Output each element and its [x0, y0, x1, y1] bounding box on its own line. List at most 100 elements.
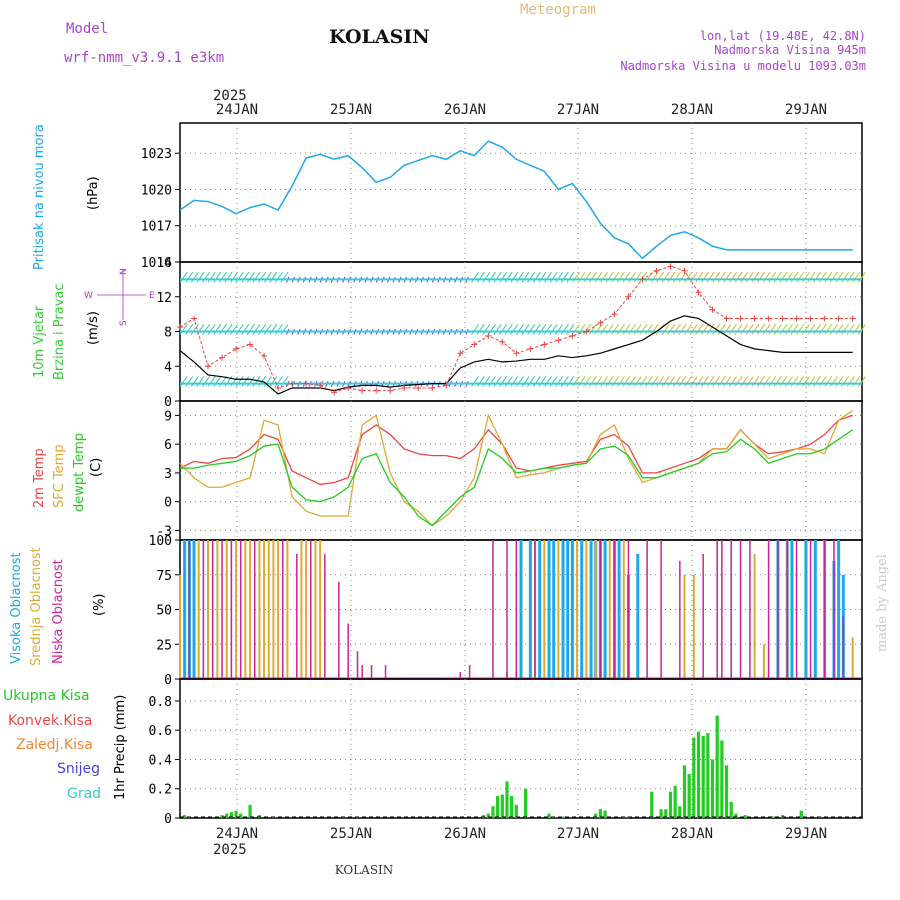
wind-arrow: [521, 376, 530, 387]
wind-arrow: [555, 376, 564, 387]
mid-cloud-bar: [692, 574, 695, 679]
mid-cloud-bar: [300, 540, 303, 679]
mid-cloud-bar: [216, 540, 219, 679]
y-tick-label: 6: [164, 438, 172, 453]
wind-arrow: [616, 324, 625, 335]
mid-cloud-bar: [305, 540, 308, 679]
wind-arrow: [818, 271, 827, 283]
compass-n: N: [119, 268, 129, 275]
high-cloud-bar: [837, 540, 841, 679]
cloud-unit: (%): [92, 594, 107, 617]
y-tick-label: 9: [164, 409, 172, 424]
wind-arrow: [695, 324, 704, 335]
wind-gust-marker: [541, 341, 548, 348]
mid-cloud-bar: [277, 540, 280, 679]
precip-bar: [505, 781, 509, 818]
wind-arrow: [218, 376, 227, 387]
wind-arrow: [751, 324, 760, 335]
mid-cloud-bar: [608, 540, 611, 679]
wind-arrow: [600, 271, 609, 283]
wind-arrow: [628, 324, 637, 335]
wind-arrow: [235, 376, 244, 387]
temp-title: 2m Temp: [32, 448, 47, 508]
wind-gust-marker: [681, 267, 688, 274]
wind-arrow: [493, 271, 502, 283]
low-cloud-bar: [221, 540, 223, 679]
wind-gust-marker: [653, 267, 660, 274]
wind-arrow: [538, 376, 547, 387]
wind-arrow: [745, 324, 754, 335]
precip-bar: [486, 813, 490, 818]
wind-gust-line: [179, 265, 853, 393]
precip-bar: [743, 815, 747, 818]
wind-arrow: [756, 324, 765, 335]
wind-arrow: [504, 324, 513, 335]
wind-arrow: [241, 271, 250, 283]
wind-arrow: [538, 271, 547, 283]
wind-arrow: [605, 271, 614, 283]
wind-arrow: [600, 324, 609, 335]
wind-arrow: [672, 324, 681, 335]
low-cloud-bar: [253, 540, 256, 679]
wind-arrow: [818, 324, 827, 335]
wind-arrow: [179, 271, 188, 283]
wind-arrow: [213, 271, 222, 283]
pressure-panel: 1023 1020 1017 1014: [141, 122, 863, 271]
wind-arrow: [852, 271, 861, 283]
low-cloud-bar: [599, 540, 602, 679]
mid-cloud-bar: [585, 540, 588, 679]
panel-frame: [179, 678, 863, 819]
wind-gust-marker: [247, 341, 254, 348]
wind-arrow: [566, 376, 575, 387]
wind-arrow: [807, 376, 816, 387]
bottom-day-label: 29JAN: [785, 826, 827, 842]
wind-gust-marker: [737, 315, 744, 322]
wind-arrow: [493, 324, 502, 335]
wind-arrow: [835, 324, 844, 335]
wind-arrow: [846, 324, 855, 335]
wind-arrow: [515, 271, 524, 283]
wind-arrow: [499, 324, 508, 335]
wind-arrow: [504, 271, 513, 283]
wind-gust-marker: [555, 337, 562, 344]
wind-arrow: [269, 271, 278, 283]
wind-gust-marker: [723, 315, 730, 322]
lonlat-label: lon,lat (19.48E, 42.8N): [700, 29, 866, 43]
mid-cloud-bar: [235, 540, 238, 679]
wind-arrow: [695, 271, 704, 283]
low-cloud-bar: [842, 616, 845, 679]
panel-frame: [179, 122, 863, 263]
precip-bar: [771, 816, 775, 818]
top-day-labels: 24JAN 25JAN 26JAN 27JAN 28JAN 29JAN: [216, 102, 827, 118]
precip-bar: [491, 806, 495, 818]
wind-arrow: [577, 324, 586, 335]
wind-gust-marker: [359, 387, 366, 394]
wind-arrow: [678, 376, 687, 387]
wind-gust-marker: [289, 380, 296, 387]
wind-arrow: [751, 376, 760, 387]
wind-gust-marker: [471, 341, 478, 348]
mid-cloud-bar: [197, 540, 200, 679]
mid-cloud-bar: [258, 540, 261, 679]
wind-arrow: [196, 376, 205, 387]
wind-arrow: [487, 376, 496, 387]
low-cloud-bar: [282, 540, 284, 679]
mid-cloud-bar: [286, 540, 289, 679]
wind-arrow: [779, 271, 788, 283]
top-day-label: 29JAN: [785, 102, 827, 118]
high-cloud-bar: [804, 540, 808, 679]
wind-gust-marker: [485, 332, 492, 339]
high-cloud-bar: [547, 540, 551, 679]
cloud-panel: 100 75 50 25 0: [149, 534, 863, 688]
high-cloud-bar: [183, 540, 187, 679]
t2m-line: [179, 414, 853, 486]
wind-gust-marker: [597, 319, 604, 326]
model-altitude-label: Nadmorska Visina u modelu 1093.03m: [620, 59, 866, 73]
wind-gust-marker: [457, 350, 464, 357]
low-cloud-bar: [384, 665, 387, 679]
wind-arrow: [543, 271, 552, 283]
low-cloud-bar: [506, 540, 508, 679]
wind-arrow: [846, 271, 855, 283]
wind-arrow: [543, 376, 552, 387]
